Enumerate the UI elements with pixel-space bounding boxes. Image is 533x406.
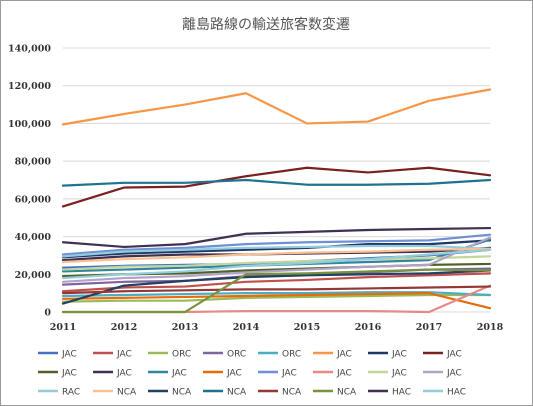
legend-label: JAC (281, 369, 297, 379)
legend-label: JAC (446, 350, 462, 360)
legend-label: JAC (336, 350, 352, 360)
legend-label: JAC (116, 350, 132, 360)
legend-label: NCA (337, 388, 357, 398)
x-tick-label: 2017 (416, 322, 442, 333)
legend-label: NCA (282, 388, 302, 398)
series-line (61, 268, 492, 314)
series-line (61, 293, 492, 303)
series-line (61, 239, 492, 259)
x-tick-label: 2016 (355, 322, 382, 333)
series-line (61, 244, 492, 258)
legend-label: ORC (227, 350, 246, 360)
series-line (61, 285, 492, 295)
legend: JAC JAC ORC ORC ORC JAC JAC JAC JAC JAC JAC JAC JAC J… (38, 350, 466, 398)
y-tick-label: 140,000 (8, 44, 51, 55)
legend-label: ORC (282, 350, 301, 360)
series-lines (61, 88, 492, 314)
legend-label: NCA (227, 388, 247, 398)
legend-label: HAC (392, 388, 411, 398)
y-tick-label: 20,000 (15, 270, 52, 281)
legend-label: RAC (62, 388, 80, 398)
x-tick-label: 2013 (172, 322, 198, 333)
legend-label: NCA (172, 388, 192, 398)
series-line (61, 236, 492, 283)
y-tick-label: 60,000 (15, 194, 52, 205)
y-tick-label: 120,000 (8, 81, 51, 92)
legend-label: JAC (226, 369, 242, 379)
x-tick-label: 2015 (294, 322, 320, 333)
legend-label: HAC (447, 388, 466, 398)
legend-label: JAC (61, 350, 77, 360)
series-line (61, 292, 492, 310)
x-tick-label: 2018 (477, 322, 504, 333)
series-line (61, 178, 492, 187)
series-line (61, 226, 492, 249)
x-tick-label: 2012 (111, 322, 137, 333)
series-line (61, 269, 492, 305)
legend-label: JAC (391, 369, 407, 379)
x-axis-ticks: 2011 2012 2013 2014 2015 2016 2017 2018 (50, 322, 504, 333)
y-axis-ticks: 0 20,000 40,000 60,000 80,000 100,000 120,000 1… (8, 44, 51, 319)
series-line (61, 247, 492, 264)
legend-label: JAC (171, 369, 187, 379)
y-tick-label: 0 (44, 308, 51, 319)
y-tick-label: 80,000 (15, 157, 52, 168)
x-tick-label: 2014 (233, 322, 260, 333)
series-line (61, 255, 492, 271)
legend-label: JAC (61, 369, 77, 379)
series-line (61, 233, 492, 256)
x-tick-label: 2011 (50, 322, 76, 333)
series-line (61, 248, 492, 280)
legend-label: JAC (391, 350, 407, 360)
legend-label: NCA (117, 388, 137, 398)
legend-label: JAC (116, 369, 132, 379)
chart-title: 離島路線の輸送旅客数変遷 (182, 16, 350, 33)
series-line (61, 166, 492, 208)
y-tick-label: 40,000 (15, 232, 52, 243)
legend-label: JAC (446, 369, 462, 379)
legend-label: JAC (336, 369, 352, 379)
series-line (61, 88, 492, 126)
series-line (61, 272, 492, 293)
legend-label: ORC (172, 350, 191, 360)
y-tick-label: 100,000 (8, 119, 51, 130)
